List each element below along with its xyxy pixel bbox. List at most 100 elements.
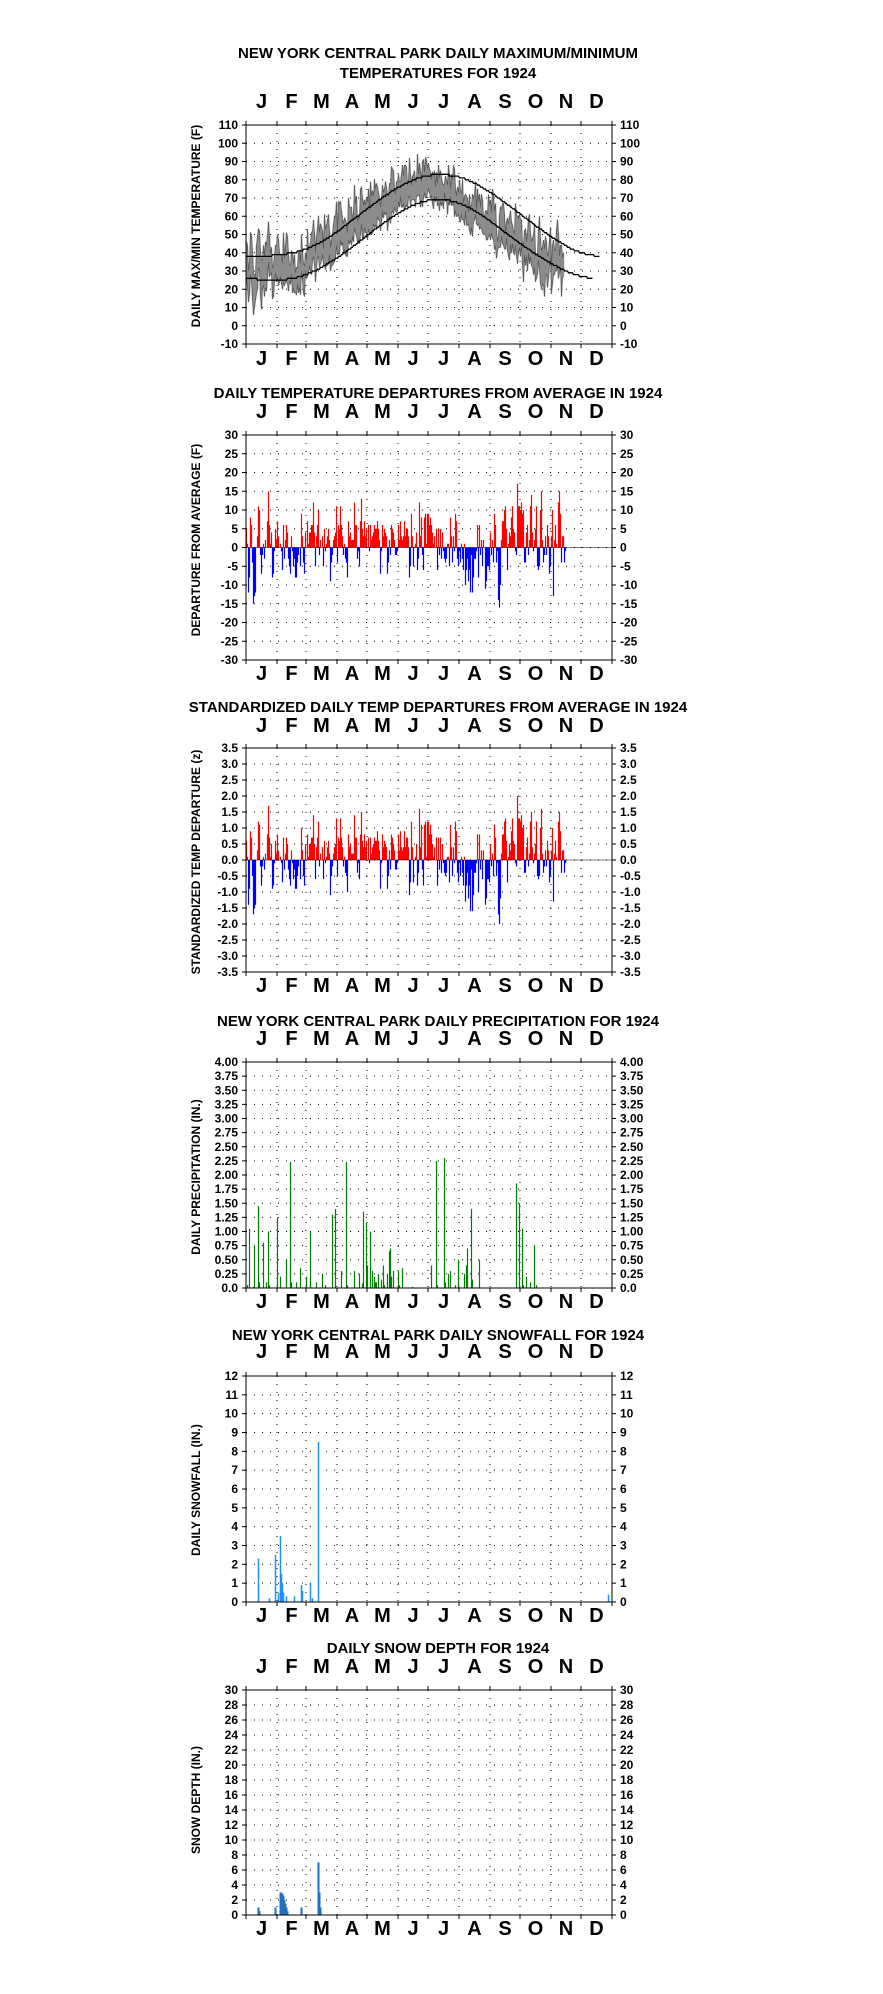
month-label-bottom: J bbox=[438, 663, 449, 685]
month-label-top: S bbox=[498, 401, 511, 423]
y-tick-label-right: 1.5 bbox=[620, 805, 637, 819]
y-tick-label-left: 20 bbox=[225, 282, 239, 296]
month-label-top: A bbox=[467, 1656, 481, 1678]
y-tick-label-left: 11 bbox=[225, 1388, 238, 1402]
y-tick-label-right: 12 bbox=[620, 1369, 634, 1383]
month-label-top: M bbox=[374, 715, 391, 737]
y-tick-label-left: 25 bbox=[225, 447, 239, 461]
y-tick-label-left: -10 bbox=[221, 578, 239, 592]
month-label-top: A bbox=[345, 1656, 359, 1678]
month-label-bottom: A bbox=[345, 1605, 359, 1627]
month-label-bottom: D bbox=[589, 1605, 603, 1627]
y-tick-label-right: 10 bbox=[620, 1833, 634, 1847]
chart-departures: DAILY TEMPERATURE DEPARTURES FROM AVERAG… bbox=[189, 385, 663, 685]
month-label-top: D bbox=[589, 1341, 603, 1363]
y-tick-label-left: 0 bbox=[231, 319, 238, 333]
y-tick-label-right: 5 bbox=[620, 522, 627, 536]
month-label-bottom: D bbox=[589, 1291, 603, 1313]
month-label-top: J bbox=[256, 1028, 267, 1050]
month-label-bottom: A bbox=[467, 1291, 481, 1313]
month-label-top: N bbox=[559, 1656, 573, 1678]
month-label-bottom: A bbox=[467, 1918, 481, 1940]
month-label-bottom: J bbox=[407, 975, 418, 997]
y-tick-label-left: -3.5 bbox=[217, 965, 238, 979]
plot-frame bbox=[245, 1689, 613, 1916]
y-tick-label-left: 20 bbox=[225, 466, 239, 480]
month-label-top: J bbox=[407, 1028, 418, 1050]
month-label-bottom: O bbox=[528, 348, 544, 370]
month-label-top: J bbox=[407, 1341, 418, 1363]
month-label-top: D bbox=[589, 401, 603, 423]
month-label-bottom: J bbox=[256, 348, 267, 370]
month-label-bottom: M bbox=[313, 1291, 330, 1313]
month-label-top: J bbox=[407, 91, 418, 113]
y-tick-label-left: 30 bbox=[225, 428, 239, 442]
month-label-top: F bbox=[285, 401, 297, 423]
month-label-top: M bbox=[374, 1028, 391, 1050]
y-tick-label-right: 4 bbox=[620, 1520, 627, 1534]
month-label-bottom: N bbox=[559, 663, 573, 685]
y-tick-label-right: 6 bbox=[620, 1863, 627, 1877]
month-label-bottom: M bbox=[374, 975, 391, 997]
month-label-bottom: F bbox=[285, 1291, 297, 1313]
month-label-bottom: M bbox=[374, 1291, 391, 1313]
month-label-top: A bbox=[467, 401, 481, 423]
y-tick-label-right: 10 bbox=[620, 1407, 634, 1421]
y-tick-label-left: -1.0 bbox=[217, 885, 238, 899]
month-label-bottom: O bbox=[528, 1918, 544, 1940]
y-tick-label-left: 0.0 bbox=[221, 1281, 238, 1295]
y-tick-label-left: 3 bbox=[231, 1539, 238, 1553]
y-tick-label-left: 5 bbox=[231, 522, 238, 536]
y-tick-label-right: 1.0 bbox=[620, 821, 637, 835]
y-tick-label-left: 1.0 bbox=[221, 821, 238, 835]
y-tick-label-left: 18 bbox=[225, 1773, 239, 1787]
month-label-top: N bbox=[559, 1028, 573, 1050]
month-label-top: M bbox=[374, 1341, 391, 1363]
month-label-bottom: N bbox=[559, 1605, 573, 1627]
y-tick-label-right: 1.00 bbox=[620, 1225, 644, 1239]
chart-standardized: STANDARDIZED DAILY TEMP DEPARTURES FROM … bbox=[189, 699, 688, 997]
month-label-bottom: J bbox=[256, 975, 267, 997]
y-tick-label-left: 4 bbox=[231, 1878, 238, 1892]
month-label-bottom: J bbox=[438, 1918, 449, 1940]
y-tick-label-right: 20 bbox=[620, 466, 634, 480]
y-tick-label-left: 7 bbox=[231, 1463, 238, 1477]
y-tick-label-right: 0.0 bbox=[620, 853, 637, 867]
month-label-top: A bbox=[345, 91, 359, 113]
chart-precip: NEW YORK CENTRAL PARK DAILY PRECIPITATIO… bbox=[189, 1013, 660, 1313]
month-label-bottom: A bbox=[345, 1291, 359, 1313]
month-label-top: O bbox=[528, 1341, 544, 1363]
y-tick-label-right: -3.5 bbox=[620, 965, 641, 979]
y-tick-label-left: 6 bbox=[231, 1482, 238, 1496]
month-label-top: D bbox=[589, 1656, 603, 1678]
month-label-top: M bbox=[313, 715, 330, 737]
chart-snowfall: NEW YORK CENTRAL PARK DAILY SNOWFALL FOR… bbox=[189, 1327, 645, 1627]
y-axis-label: DAILY MAX/MIN TEMPERATURE (F) bbox=[189, 125, 203, 327]
y-axis-label: DEPARTURE FROM AVERAGE (F) bbox=[189, 444, 203, 636]
month-label-bottom: N bbox=[559, 348, 573, 370]
y-tick-label-right: 18 bbox=[620, 1773, 634, 1787]
month-label-top: J bbox=[438, 1028, 449, 1050]
y-tick-label-left: 1.75 bbox=[215, 1182, 239, 1196]
month-label-top: J bbox=[256, 1341, 267, 1363]
month-label-top: S bbox=[498, 715, 511, 737]
month-label-bottom: N bbox=[559, 1918, 573, 1940]
y-tick-label-right: -30 bbox=[620, 653, 638, 667]
y-tick-label-left: 0.50 bbox=[215, 1253, 239, 1267]
y-tick-label-left: 30 bbox=[225, 264, 239, 278]
month-label-top: O bbox=[528, 401, 544, 423]
month-label-top: D bbox=[589, 715, 603, 737]
month-label-bottom: A bbox=[467, 348, 481, 370]
month-label-bottom: M bbox=[313, 348, 330, 370]
month-label-bottom: J bbox=[438, 975, 449, 997]
plot-frame bbox=[245, 124, 613, 345]
y-tick-label-left: -10 bbox=[221, 337, 239, 351]
month-label-top: O bbox=[528, 1656, 544, 1678]
month-label-top: S bbox=[498, 1341, 511, 1363]
chart-title: NEW YORK CENTRAL PARK DAILY PRECIPITATIO… bbox=[217, 1013, 660, 1030]
y-tick-label-left: 2.00 bbox=[215, 1168, 239, 1182]
y-tick-label-left: 5 bbox=[231, 1501, 238, 1515]
y-tick-label-left: 1.00 bbox=[215, 1225, 239, 1239]
y-tick-label-left: 30 bbox=[225, 1683, 239, 1697]
y-tick-label-right: 2.00 bbox=[620, 1168, 644, 1182]
